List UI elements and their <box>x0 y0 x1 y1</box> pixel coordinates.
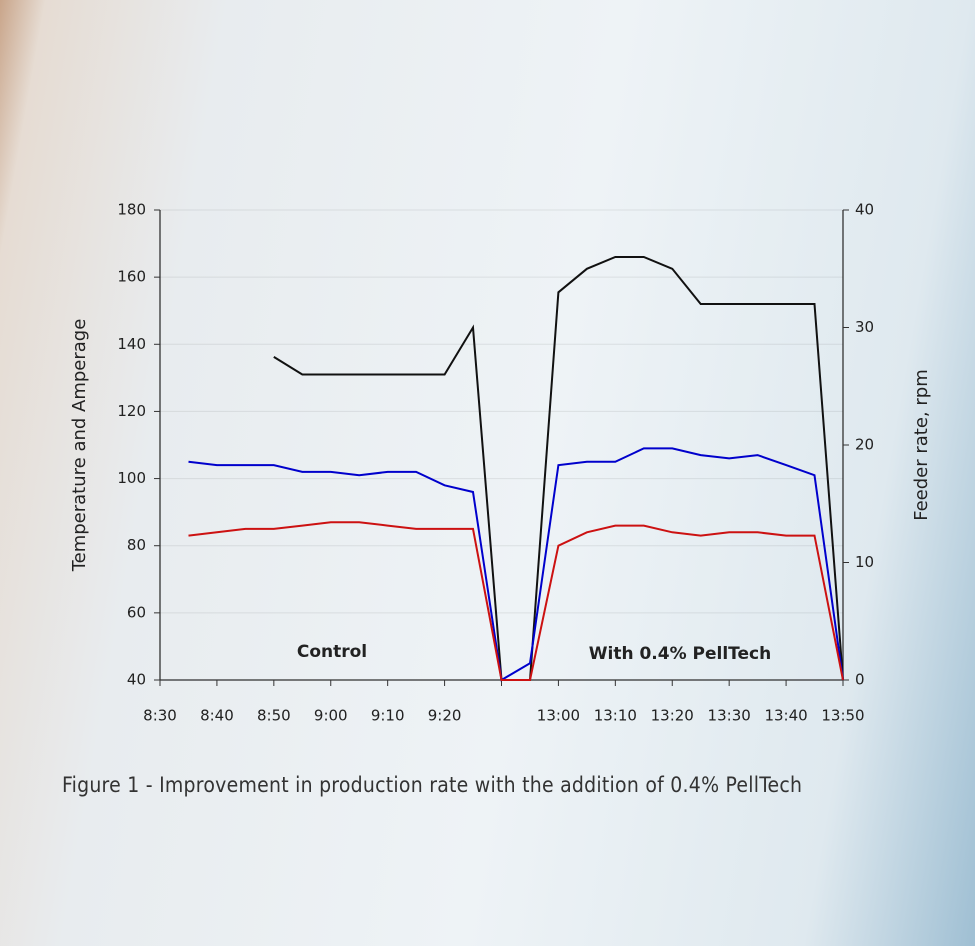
y2-tick-label: 40 <box>855 201 874 219</box>
y-tick-label: 140 <box>117 335 146 353</box>
y-tick-label: 180 <box>117 201 146 219</box>
x-tick-label: 13:50 <box>821 707 864 725</box>
annotation: Control <box>297 642 367 662</box>
x-tick-label: 13:20 <box>651 707 694 725</box>
y2-tick-label: 20 <box>855 436 874 454</box>
x-tick-label: 8:50 <box>257 707 291 725</box>
x-tick-label: 9:20 <box>428 707 462 725</box>
page: Temperature and Amperage Feeder rate, rp… <box>0 0 975 946</box>
y2-tick-label: 30 <box>855 318 874 336</box>
y-tick-label: 160 <box>117 268 146 286</box>
x-tick-label: 13:10 <box>594 707 637 725</box>
chart: Temperature and Amperage Feeder rate, rp… <box>0 0 975 946</box>
x-tick-label: 13:00 <box>537 707 580 725</box>
caption: Figure 1 - Improvement in production rat… <box>62 773 802 797</box>
y-axis-label: Temperature and Amperage <box>69 319 90 573</box>
y-tick-label: 120 <box>117 402 146 420</box>
y2-tick-label: 10 <box>855 553 874 571</box>
y-tick-label: 60 <box>127 603 146 621</box>
x-tick-label: 9:10 <box>371 707 405 725</box>
x-tick-label: 8:40 <box>200 707 234 725</box>
annotation: With 0.4% PellTech <box>589 644 771 664</box>
x-tick-label: 8:30 <box>143 707 177 725</box>
y-tick-label: 80 <box>127 536 146 554</box>
y-tick-label: 40 <box>127 671 146 689</box>
y2-axis-label: Feeder rate, rpm <box>911 369 932 521</box>
y2-tick-label: 0 <box>855 671 865 689</box>
x-tick-label: 13:40 <box>764 707 807 725</box>
y-tick-label: 100 <box>117 469 146 487</box>
x-tick-label: 13:30 <box>708 707 751 725</box>
x-tick-label: 9:00 <box>314 707 348 725</box>
